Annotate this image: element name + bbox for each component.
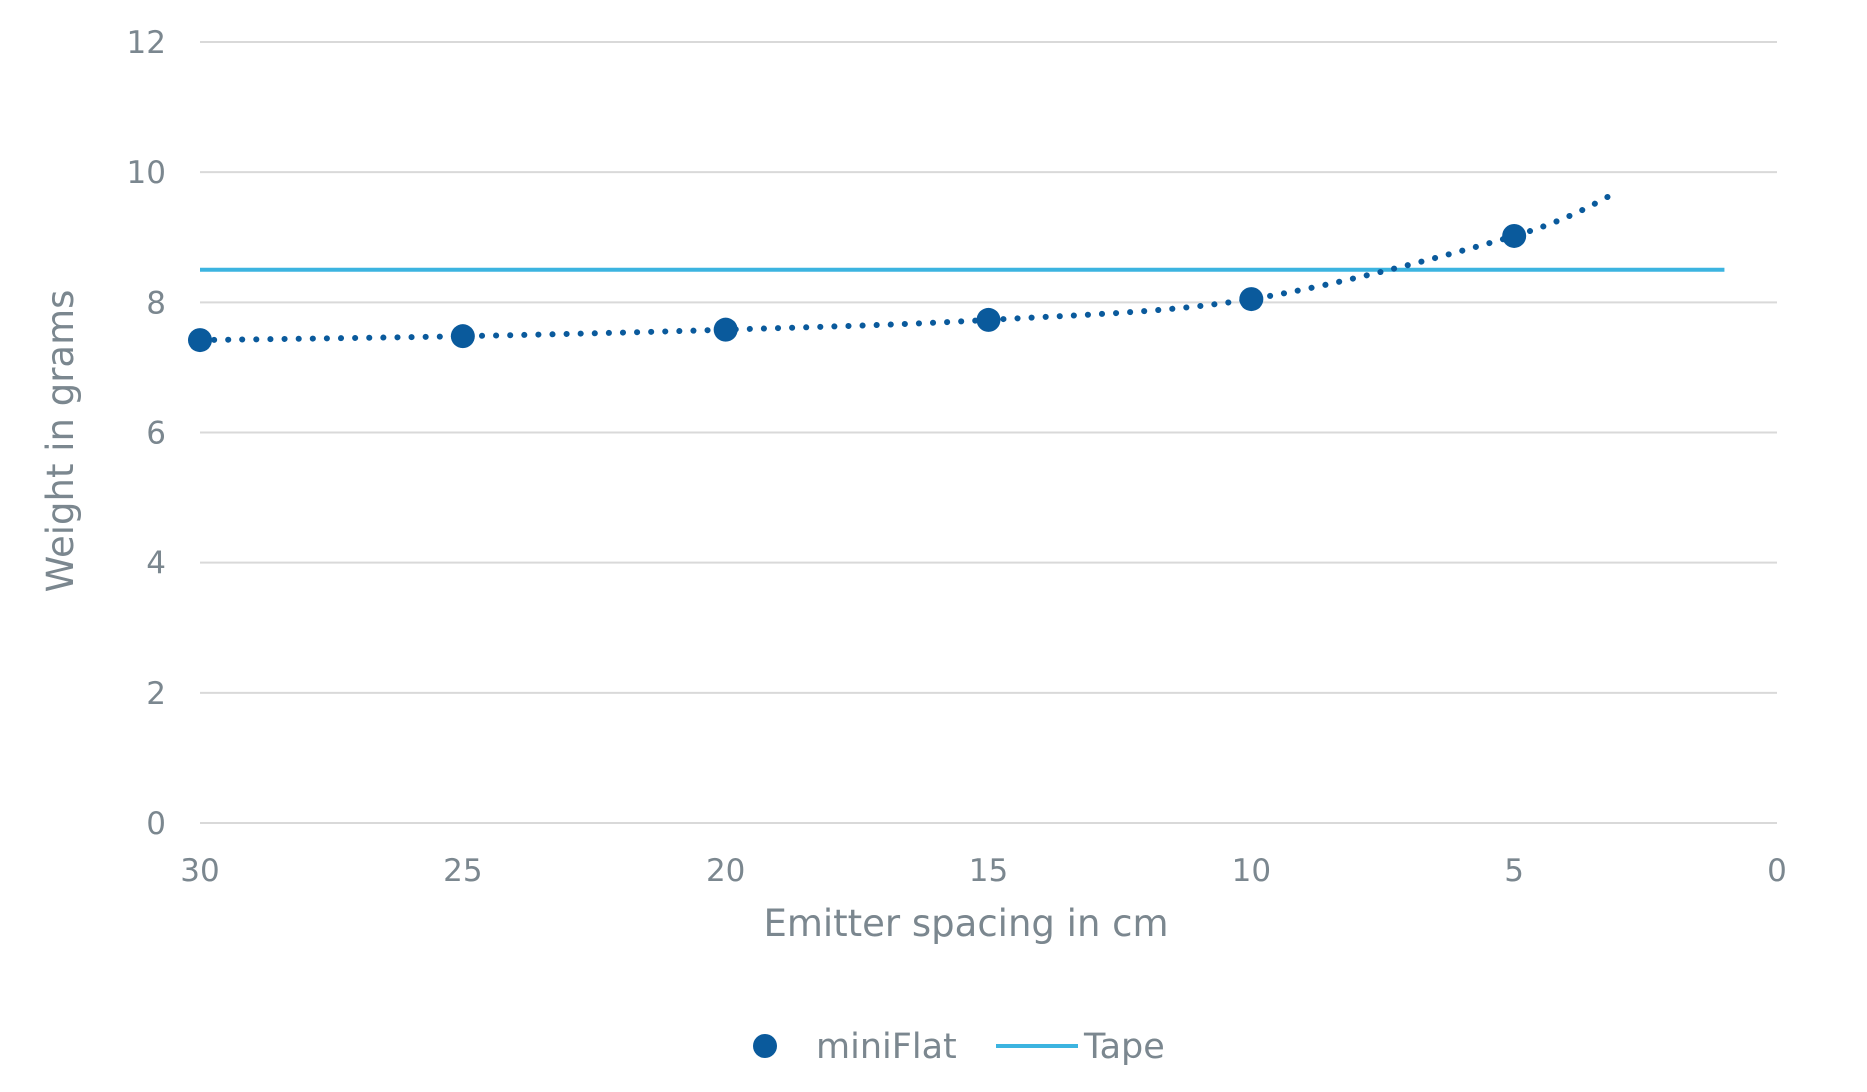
point-miniflat — [1502, 223, 1527, 248]
y-axis-ticks: 0 2 4 6 8 10 12 — [127, 25, 166, 842]
y-axis-title: Weight in grams — [39, 290, 82, 593]
legend-marker-miniflat — [753, 1034, 777, 1058]
x-tick-label: 5 — [1504, 853, 1524, 889]
trendline-miniflat — [197, 188, 1623, 344]
y-tick-label: 0 — [146, 806, 166, 842]
x-axis-title: Emitter spacing in cm — [763, 902, 1168, 945]
point-miniflat — [188, 328, 212, 353]
y-tick-label: 12 — [127, 25, 166, 61]
legend-label-tape: Tape — [1083, 1027, 1165, 1067]
x-tick-label: 15 — [969, 853, 1008, 889]
x-axis-ticks: 30 25 20 15 10 5 0 — [180, 853, 1787, 889]
y-tick-label: 10 — [127, 155, 166, 191]
y-tick-label: 2 — [146, 676, 166, 712]
x-tick-label: 20 — [706, 853, 745, 889]
x-tick-label: 10 — [1232, 853, 1271, 889]
point-miniflat — [976, 307, 1001, 332]
x-tick-label: 25 — [443, 853, 482, 889]
point-miniflat — [450, 324, 475, 349]
plot-series — [188, 188, 1725, 353]
x-tick-label: 30 — [180, 853, 219, 889]
y-tick-label: 8 — [146, 285, 166, 321]
legend-label-miniflat: miniFlat — [816, 1027, 957, 1067]
point-miniflat — [713, 317, 738, 342]
y-tick-label: 6 — [146, 416, 166, 452]
legend: miniFlat Tape — [753, 1027, 1165, 1067]
y-tick-label: 4 — [146, 546, 166, 582]
point-miniflat — [1239, 287, 1264, 312]
gridlines — [200, 41, 1777, 824]
x-tick-label: 0 — [1767, 853, 1787, 889]
